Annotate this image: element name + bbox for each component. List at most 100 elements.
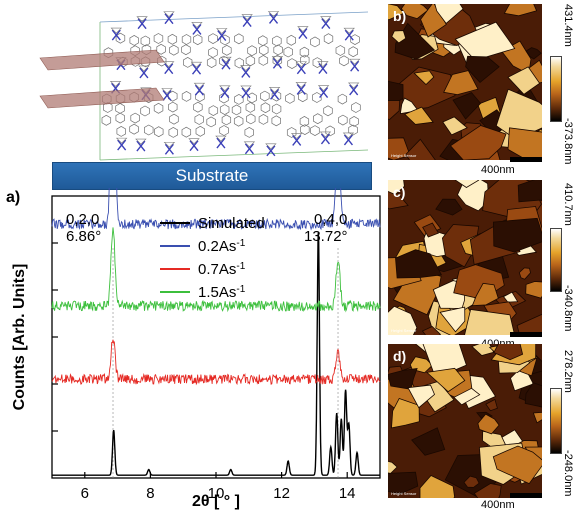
colorbar-min-b: -373.8nm	[562, 118, 574, 165]
colorbar-min-c: -340.8nm	[562, 285, 574, 332]
benzene-ring	[234, 33, 244, 45]
legend-label: 0.7As-1	[198, 261, 246, 279]
benzene-ring	[115, 112, 125, 124]
x-tick-label: 12	[273, 485, 290, 502]
benzene-ring	[101, 114, 112, 126]
silyl-group	[242, 16, 252, 28]
isopropyl-group	[241, 14, 253, 21]
afm-grain	[434, 4, 464, 24]
benzene-ring	[285, 92, 295, 104]
silyl-group	[216, 137, 226, 149]
silyl-group	[298, 28, 308, 40]
panel-label-d: d)	[393, 348, 407, 364]
silyl-group	[343, 134, 353, 146]
colorbar-min-d: -248.0nm	[562, 450, 574, 497]
afm-grain	[435, 198, 463, 216]
afm-grain	[518, 267, 531, 280]
isopropyl-group	[163, 11, 175, 18]
benzene-ring	[245, 101, 256, 113]
benzene-ring	[208, 47, 218, 58]
crystal-structure-diagram	[39, 11, 369, 161]
benzene-ring	[231, 104, 242, 116]
legend-label: 0.2As-1	[198, 238, 246, 256]
benzene-ring	[169, 44, 179, 56]
benzene-ring	[169, 113, 179, 125]
isopropyl-group	[297, 26, 309, 33]
silyl-group	[344, 29, 354, 41]
benzene-ring	[167, 33, 178, 45]
silyl-group	[268, 13, 279, 24]
isopropyl-group	[163, 61, 175, 68]
colorbar-c	[550, 228, 562, 292]
benzene-ring	[206, 57, 217, 69]
series-line-1.5As-1	[51, 227, 381, 313]
benzene-ring	[271, 103, 282, 115]
isopropyl-group	[110, 27, 123, 34]
benzene-ring	[245, 55, 256, 67]
isopropyl-group	[240, 85, 252, 92]
isopropyl-group	[161, 88, 173, 94]
benzene-ring	[116, 125, 126, 137]
afm-grain	[411, 427, 446, 456]
benzene-ring	[181, 34, 192, 45]
afm-grain	[507, 127, 542, 160]
benzene-ring	[168, 101, 178, 113]
benzene-ring	[298, 91, 308, 103]
benzene-ring	[348, 46, 358, 58]
lattice-plane	[39, 87, 165, 109]
benzene-ring	[247, 45, 257, 57]
benzene-ring	[222, 44, 232, 56]
benzene-ring	[233, 115, 244, 127]
silyl-group	[117, 139, 127, 151]
silyl-group	[220, 87, 230, 99]
isopropyl-group	[319, 131, 332, 138]
benzene-ring	[258, 35, 268, 47]
x-tick-label: 6	[81, 485, 89, 502]
afm-grain	[439, 306, 466, 333]
silyl-group	[241, 87, 251, 99]
x-axis-label: 2θ [ ° ]	[192, 493, 240, 510]
benzene-ring	[195, 125, 205, 137]
silyl-group	[192, 24, 202, 35]
benzene-ring	[313, 113, 323, 125]
isopropyl-group	[190, 61, 203, 68]
legend-label: 1.5As-1	[198, 284, 246, 302]
scalebar-label-d: 400nm	[481, 499, 515, 511]
isopropyl-group	[267, 11, 280, 17]
silyl-group	[164, 63, 174, 75]
afm-grain	[503, 4, 538, 17]
benzene-ring	[273, 44, 283, 56]
benzene-ring	[208, 33, 218, 45]
silyl-group	[139, 67, 149, 79]
benzene-ring	[271, 115, 281, 127]
benzene-ring	[260, 102, 271, 114]
benzene-ring	[299, 46, 310, 58]
afm-grain	[471, 344, 495, 356]
afm-image-b	[388, 4, 542, 160]
benzene-ring	[181, 44, 191, 56]
benzene-ring	[323, 33, 334, 45]
silyl-group	[217, 30, 227, 41]
benzene-ring	[144, 124, 154, 136]
afm-grain	[391, 30, 407, 44]
isopropyl-group	[268, 86, 281, 93]
afm-grain	[441, 224, 480, 268]
afm-grain	[524, 382, 542, 408]
xrd-chart: a) 6 8 10 12 14 Simulated 0.2As-1 0.7As-1 1.5As…	[6, 188, 381, 510]
benzene-ring	[219, 104, 230, 116]
isopropyl-group	[138, 65, 150, 72]
benzene-ring	[219, 125, 229, 136]
sensor-label-b: Height Sensor	[391, 153, 417, 158]
panel-label-b: b)	[393, 8, 407, 24]
benzene-ring	[193, 101, 203, 113]
isopropyl-group	[220, 56, 232, 63]
colorbar-max-d: 278.2nm	[562, 350, 574, 393]
benzene-ring	[154, 126, 164, 138]
afm-grain	[477, 413, 500, 435]
afm-grain	[492, 445, 542, 485]
afm-grain	[388, 4, 405, 21]
afm-image-d	[388, 344, 542, 498]
silyl-group	[111, 29, 121, 41]
silyl-group	[272, 57, 282, 69]
benzene-ring	[115, 102, 125, 114]
